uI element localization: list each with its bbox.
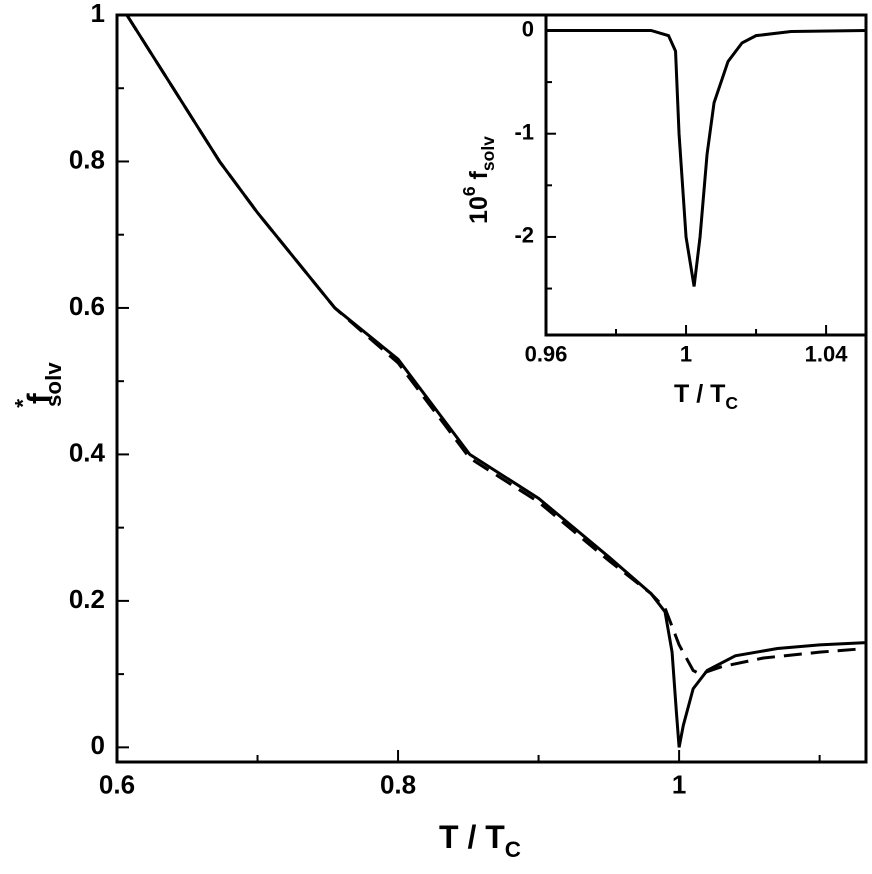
- y-tick-label: 0.6: [69, 291, 105, 321]
- y-tick-label: 0.8: [69, 144, 105, 174]
- x-axis-label: T / TC: [674, 380, 738, 413]
- y-tick-label: 0.2: [69, 584, 105, 614]
- plot-frame: [544, 13, 868, 337]
- y-tick-label: -1: [514, 120, 534, 145]
- axis-label-part: C: [505, 837, 521, 862]
- axis-label-part: 10: [465, 196, 493, 224]
- axis-label-part: solv: [41, 362, 66, 407]
- y-tick-label: 0.4: [69, 437, 106, 467]
- y-tick-label: 1: [91, 0, 105, 28]
- x-axis-label: T / TC: [439, 819, 521, 862]
- y-axis-label: f* solv: [10, 362, 65, 408]
- x-tick-label: 1.04: [805, 342, 849, 367]
- x-tick-label: 1: [672, 770, 686, 800]
- x-tick-label: 0.6: [99, 770, 135, 800]
- plot-frame: [115, 13, 868, 764]
- data-line: [546, 28, 866, 287]
- axis-label-part: solv: [477, 136, 497, 171]
- x-tick-label: 0.96: [525, 342, 568, 367]
- axis-label-part: T / T: [439, 819, 505, 855]
- y-tick-label: -2: [514, 223, 534, 248]
- axis-label-part: C: [725, 392, 738, 412]
- axis-label-part: *: [10, 399, 35, 408]
- axis-label-part: f: [465, 170, 493, 186]
- axis-label-part: f: [21, 393, 57, 404]
- y-tick-label: 0: [91, 730, 105, 760]
- y-tick-label: 0: [522, 16, 534, 41]
- x-tick-label: 0.8: [380, 770, 416, 800]
- x-tick-label: 1: [680, 342, 692, 367]
- data-line: [125, 15, 866, 676]
- y-axis-label: 106 fsolv: [459, 136, 498, 224]
- axis-label-part: 6: [459, 186, 479, 196]
- axis-label-part: T / T: [674, 380, 725, 408]
